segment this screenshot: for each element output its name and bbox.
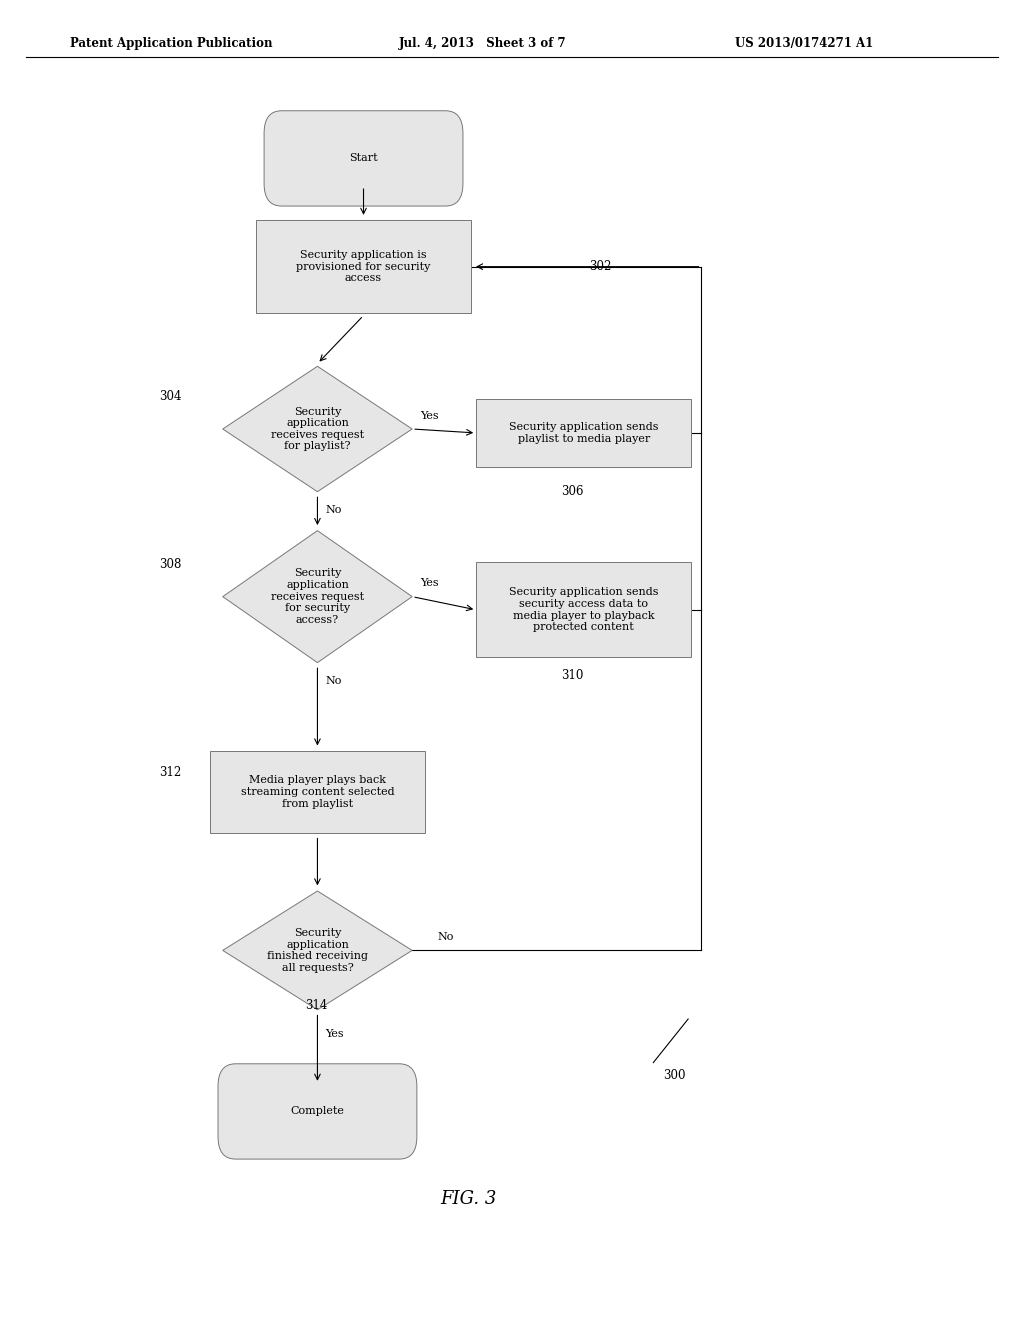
Text: 308: 308	[159, 558, 181, 572]
Text: Security
application
receives request
for playlist?: Security application receives request fo…	[271, 407, 364, 451]
Text: Security application is
provisioned for security
access: Security application is provisioned for …	[296, 249, 431, 284]
Text: 310: 310	[561, 669, 584, 682]
Bar	[476, 399, 691, 467]
Bar	[476, 562, 691, 657]
Text: Security
application
receives request
for security
access?: Security application receives request fo…	[271, 569, 364, 624]
Text: Patent Application Publication: Patent Application Publication	[70, 37, 272, 50]
Bar	[256, 220, 471, 313]
Text: Start: Start	[349, 153, 378, 164]
Polygon shape	[223, 531, 412, 663]
Text: Security application sends
playlist to media player: Security application sends playlist to m…	[509, 422, 658, 444]
Text: US 2013/0174271 A1: US 2013/0174271 A1	[735, 37, 873, 50]
Text: 306: 306	[561, 484, 584, 498]
Text: Security application sends
security access data to
media player to playback
prot: Security application sends security acce…	[509, 587, 658, 632]
FancyBboxPatch shape	[264, 111, 463, 206]
Text: 302: 302	[589, 260, 611, 273]
Text: No: No	[326, 676, 342, 686]
Text: Yes: Yes	[420, 411, 439, 421]
Text: Media player plays back
streaming content selected
from playlist: Media player plays back streaming conten…	[241, 775, 394, 809]
Text: Complete: Complete	[291, 1106, 344, 1117]
Text: FIG. 3: FIG. 3	[440, 1189, 497, 1208]
Text: 314: 314	[305, 999, 328, 1012]
Text: Yes: Yes	[326, 1028, 344, 1039]
Text: 304: 304	[159, 389, 181, 403]
Polygon shape	[223, 891, 412, 1010]
Text: Security
application
finished receiving
all requests?: Security application finished receiving …	[267, 928, 368, 973]
Text: Jul. 4, 2013   Sheet 3 of 7: Jul. 4, 2013 Sheet 3 of 7	[399, 37, 567, 50]
Bar	[210, 751, 425, 833]
Text: Yes: Yes	[420, 578, 439, 589]
Text: 312: 312	[159, 766, 181, 779]
Text: No: No	[438, 932, 454, 942]
FancyBboxPatch shape	[218, 1064, 417, 1159]
Text: 300: 300	[664, 1069, 686, 1082]
Text: No: No	[326, 506, 342, 515]
Polygon shape	[223, 366, 412, 491]
